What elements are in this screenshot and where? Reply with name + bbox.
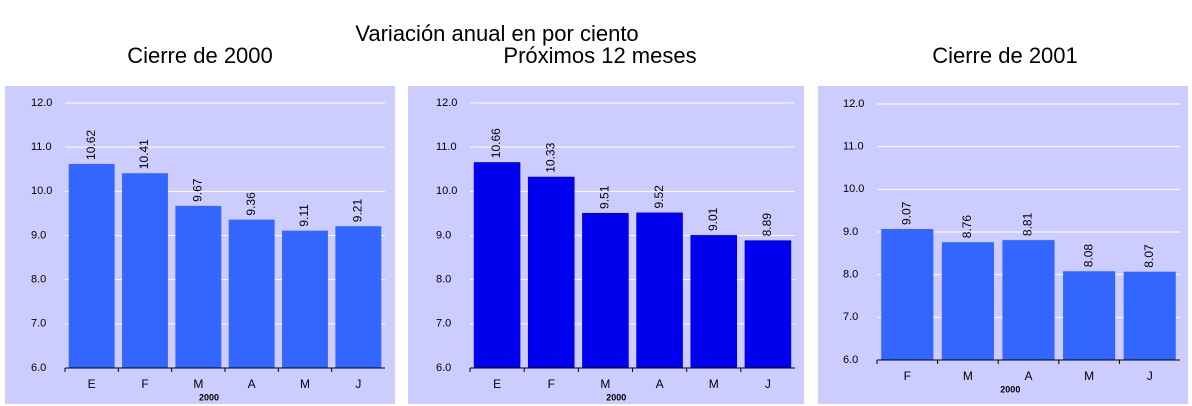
data-label: 10.41 [137,139,151,169]
y-tick-label: 11.0 [31,141,52,153]
data-label: 8.89 [760,213,774,237]
x-tick-label: M [300,377,310,391]
bar [122,173,168,368]
y-tick-label: 11.0 [436,141,457,153]
bar [282,230,328,368]
x-tick-label: A [248,377,256,391]
data-label: 9.11 [297,204,311,227]
y-tick-label: 12.0 [31,97,52,109]
data-label: 10.62 [84,130,98,160]
x-tick-label: M [1084,369,1094,383]
data-label: 9.51 [598,185,612,209]
y-tick-label: 10.0 [31,185,52,197]
data-label: 8.07 [1142,244,1156,268]
y-tick-label: 6.0 [843,354,858,366]
data-label: 9.67 [191,178,205,202]
y-tick-label: 7.0 [843,311,858,323]
y-tick-label: 8.0 [31,274,46,286]
y-tick-label: 7.0 [436,318,451,330]
x-axis-label: 2000 [606,392,626,402]
bar [1002,240,1055,360]
x-tick-label: E [493,377,501,391]
x-tick-label: J [1147,369,1153,383]
y-tick-label: 7.0 [31,318,46,330]
x-tick-label: A [656,377,664,391]
y-tick-label: 6.0 [436,362,451,374]
x-tick-label: F [904,369,911,383]
bar [690,235,738,368]
chart-title: Cierre de 2001 [932,43,1078,68]
x-tick-label: M [193,377,203,391]
data-label: 8.08 [1081,244,1095,268]
bar [636,212,683,368]
data-label: 8.76 [960,215,974,239]
x-tick-label: E [88,377,96,391]
y-tick-label: 8.0 [436,274,451,286]
data-label: 9.52 [652,185,666,209]
bar [175,205,222,368]
y-tick-label: 9.0 [436,229,451,241]
bar [941,242,994,360]
x-tick-label: M [963,369,973,383]
bar [582,212,629,368]
bar [68,163,115,368]
bar [527,176,575,368]
y-tick-label: 10.0 [436,185,457,197]
y-tick-label: 8.0 [843,269,858,281]
x-axis-label: 2000 [1000,384,1020,394]
bar [744,240,792,368]
y-tick-label: 9.0 [843,226,858,238]
data-label: 10.33 [543,142,557,172]
data-label: 8.81 [1021,212,1035,236]
x-tick-label: J [355,377,361,391]
x-tick-label: A [1024,369,1032,383]
bar [335,226,382,368]
chart-title: Próximos 12 meses [503,43,696,68]
x-tick-label: M [709,377,719,391]
data-label: 9.07 [899,201,913,225]
y-tick-label: 12.0 [843,98,864,110]
data-label: 10.66 [489,128,503,158]
y-tick-label: 9.0 [31,229,46,241]
y-tick-label: 6.0 [31,362,46,374]
y-tick-label: 10.0 [843,183,864,195]
bar [1063,271,1116,360]
bar [228,219,275,368]
chart-title: Cierre de 2000 [127,43,273,68]
y-tick-label: 11.0 [843,141,864,153]
x-axis-label: 2000 [199,392,219,402]
x-tick-label: F [141,377,148,391]
bar [1123,271,1176,360]
x-tick-label: F [548,377,555,391]
data-label: 9.21 [351,199,365,223]
bar [881,229,934,360]
x-tick-label: M [600,377,610,391]
bar [473,162,521,368]
data-label: 9.01 [706,207,720,231]
y-tick-label: 12.0 [436,97,457,109]
x-tick-label: J [765,377,771,391]
data-label: 9.36 [244,192,258,216]
page-title: Variación anual en por ciento [355,21,638,46]
